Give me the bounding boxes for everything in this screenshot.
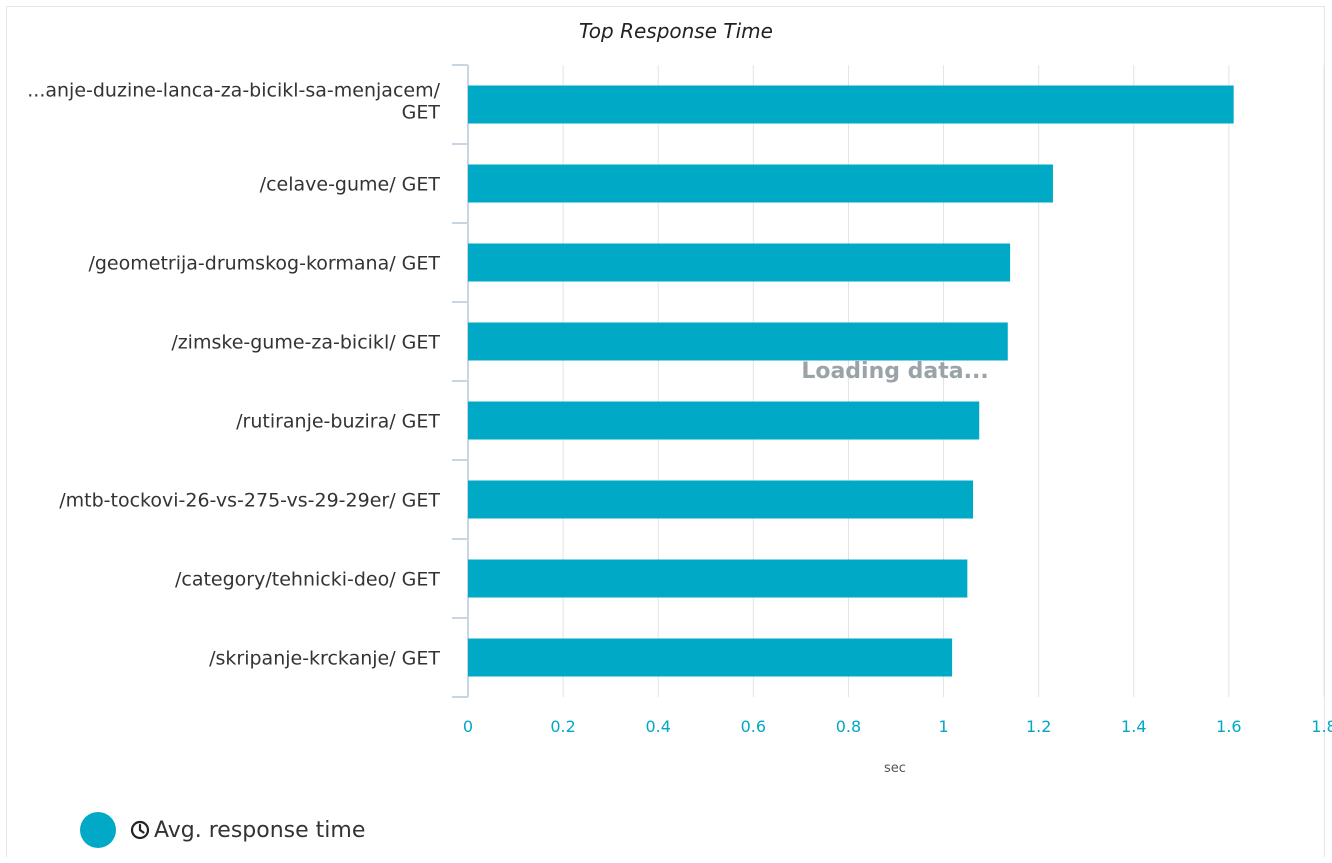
- x-tick-label: 1.4: [1121, 717, 1146, 736]
- y-axis: [452, 64, 469, 698]
- x-tick-label: 0.4: [645, 717, 670, 736]
- category-labels: ...anje-duzine-lanca-za-bicikl-sa-menjac…: [27, 80, 440, 670]
- legend-item-avg-response-time[interactable]: Avg. response time: [80, 812, 365, 848]
- x-tick-label: 0.8: [836, 717, 861, 736]
- x-tick-label: 1.2: [1026, 717, 1051, 736]
- x-tick-label: 0: [463, 717, 473, 736]
- x-tick-label: 0.2: [550, 717, 575, 736]
- bar[interactable]: [468, 559, 968, 598]
- bar[interactable]: [468, 322, 1008, 361]
- category-label: /zimske-gume-za-bicikl/ GET: [171, 332, 440, 354]
- bar[interactable]: [468, 401, 980, 440]
- category-label: /skripanje-krckanje/ GET: [209, 648, 440, 670]
- legend-marker: [80, 812, 116, 848]
- bar[interactable]: [468, 85, 1234, 124]
- bar-chart: Top Response Time ...anje-duzine-lanca-z…: [27, 19, 1332, 776]
- x-tick-label: 1.6: [1216, 717, 1241, 736]
- category-label: /geometrija-drumskog-kormana/ GET: [88, 253, 440, 275]
- bar[interactable]: [468, 243, 1011, 282]
- bar[interactable]: [468, 164, 1053, 203]
- loading-indicator: Loading data...: [801, 359, 988, 384]
- category-label: /category/tehnicki-deo/ GET: [175, 569, 440, 591]
- bar[interactable]: [468, 480, 974, 519]
- category-label: /mtb-tockovi-26-vs-275-vs-29-29er/ GET: [59, 490, 440, 512]
- clock-icon: [130, 820, 150, 840]
- x-tick-label: 1.8: [1311, 717, 1332, 736]
- category-label: ...anje-duzine-lanca-za-bicikl-sa-menjac…: [27, 80, 440, 124]
- chart-title: Top Response Time: [579, 19, 773, 43]
- bars: [468, 85, 1234, 677]
- x-axis-title: sec: [884, 761, 906, 776]
- category-label: /celave-gume/ GET: [260, 174, 441, 196]
- legend-label: Avg. response time: [154, 817, 366, 843]
- category-label: /rutiranje-buzira/ GET: [236, 411, 440, 433]
- x-tick-label: 0.6: [741, 717, 766, 736]
- x-tick-label: 1: [938, 717, 948, 736]
- bar[interactable]: [468, 638, 953, 677]
- x-tick-labels: 0 0.2 0.4 0.6 0.8 1 1.2 1.4 1.6 1.8: [463, 717, 1332, 736]
